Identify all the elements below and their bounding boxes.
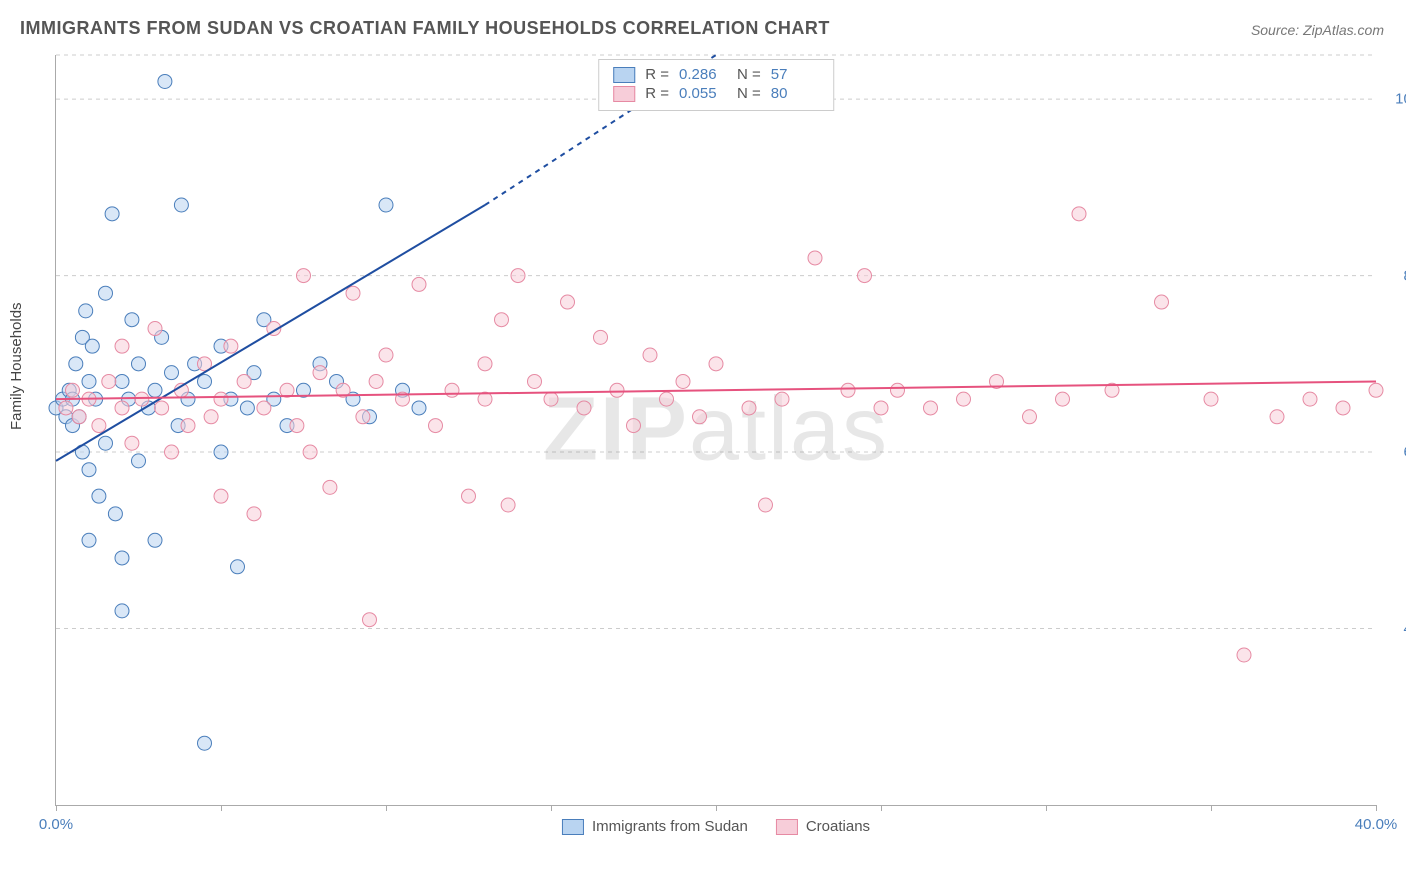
series-legend: Immigrants from Sudan Croatians [562,818,870,835]
y-axis-label: Family Households [8,302,25,430]
x-tick-mark [1211,805,1212,811]
trend-lines-layer [56,55,1376,805]
x-tick-mark [1376,805,1377,811]
swatch-sudan [562,819,584,835]
stats-row-sudan: R = 0.286 N = 57 [613,66,819,83]
n-value-croatians: 80 [771,85,819,102]
x-tick-mark [1046,805,1047,811]
y-tick-label: 40.0% [1386,620,1406,637]
x-tick-mark [716,805,717,811]
x-tick-mark [881,805,882,811]
r-label: R = [645,85,669,102]
r-value-sudan: 0.286 [679,66,727,83]
x-tick-mark [551,805,552,811]
stats-row-croatians: R = 0.055 N = 80 [613,85,819,102]
legend-item-sudan: Immigrants from Sudan [562,818,748,835]
x-tick-mark [221,805,222,811]
legend-label-sudan: Immigrants from Sudan [592,818,748,835]
trend-line-croatians [56,381,1376,399]
y-tick-label: 100.0% [1386,91,1406,108]
y-tick-label: 80.0% [1386,267,1406,284]
swatch-sudan [613,67,635,83]
n-value-sudan: 57 [771,66,819,83]
legend-label-croatians: Croatians [806,818,870,835]
x-tick-mark [56,805,57,811]
y-tick-label: 60.0% [1386,444,1406,461]
plot-area: ZIPatlas R = 0.286 N = 57 R = 0.055 N = … [55,55,1376,806]
n-label: N = [737,66,761,83]
swatch-croatians [613,86,635,102]
source-label: Source: ZipAtlas.com [1251,22,1384,38]
x-tick-label: 40.0% [1355,816,1398,833]
trend-line-sudan [56,205,485,461]
legend-item-croatians: Croatians [776,818,870,835]
swatch-croatians [776,819,798,835]
n-label: N = [737,85,761,102]
r-label: R = [645,66,669,83]
chart-title: IMMIGRANTS FROM SUDAN VS CROATIAN FAMILY… [20,18,830,39]
x-tick-label: 0.0% [39,816,73,833]
stats-legend: R = 0.286 N = 57 R = 0.055 N = 80 [598,59,834,111]
r-value-croatians: 0.055 [679,85,727,102]
x-tick-mark [386,805,387,811]
